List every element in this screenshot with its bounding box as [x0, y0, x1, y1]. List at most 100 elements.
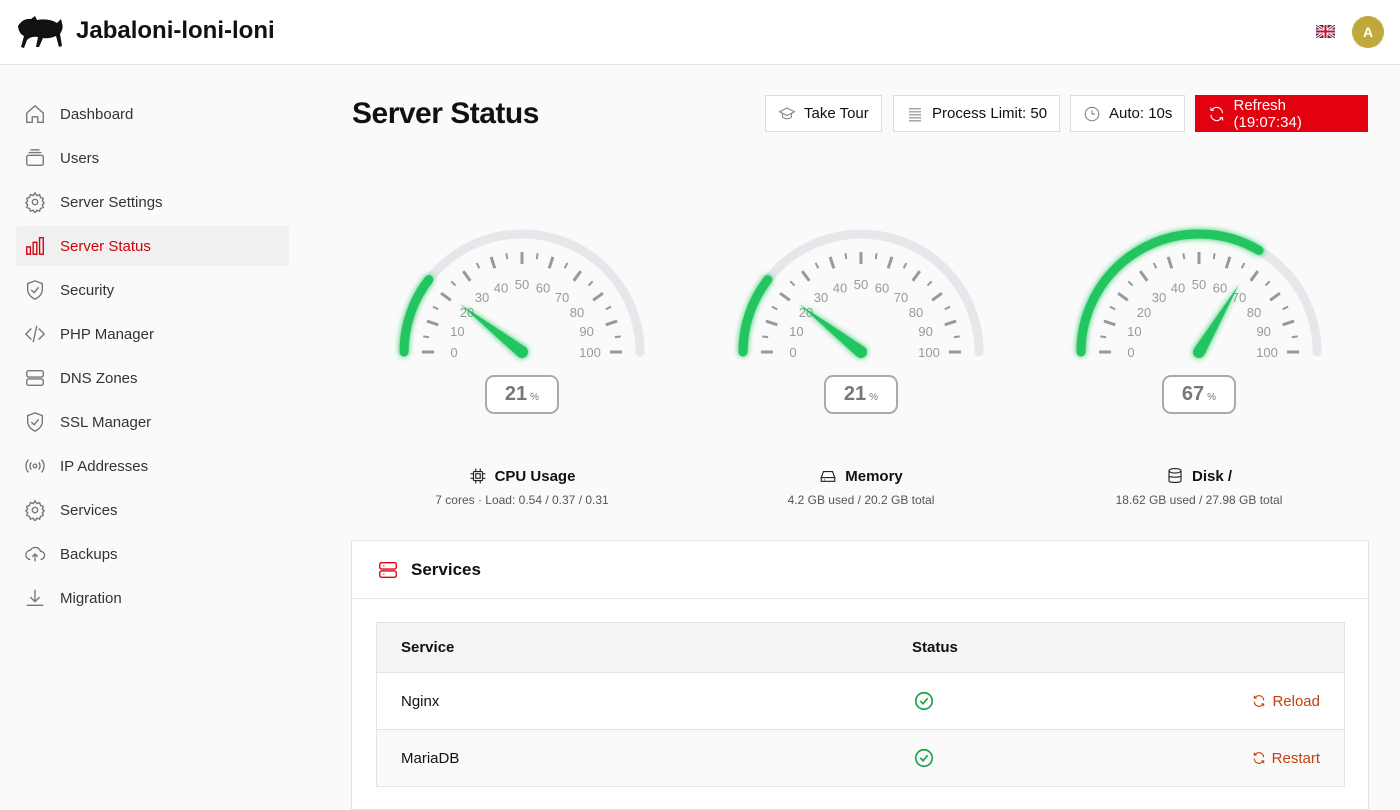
- page-title: Server Status: [352, 97, 539, 130]
- gauge-title: Memory: [845, 467, 903, 485]
- services-title: Services: [411, 559, 481, 579]
- gauge-scale-label: 30: [475, 290, 489, 305]
- sidebar-item-server-settings[interactable]: Server Settings: [16, 182, 289, 222]
- gauge-scale-label: 0: [1127, 345, 1134, 360]
- gauge-scale-label: 50: [854, 277, 868, 292]
- service-action-label: Restart: [1271, 749, 1320, 767]
- sidebar-item-label: DNS Zones: [60, 369, 138, 387]
- gauge-tick: [771, 305, 778, 311]
- gauge-scale-label: 100: [1256, 345, 1278, 360]
- uk-flag-icon[interactable]: [1316, 25, 1335, 38]
- sidebar-item-security[interactable]: Security: [16, 270, 289, 310]
- take-tour-button[interactable]: Take Tour: [765, 95, 882, 132]
- gauge-scale-label: 10: [789, 324, 803, 339]
- gauge-tick: [1264, 280, 1271, 287]
- gauge-scale-label: 30: [814, 290, 828, 305]
- sidebar-item-users[interactable]: Users: [16, 138, 289, 178]
- gauge-tick: [1117, 292, 1129, 302]
- sidebar-item-server-status[interactable]: Server Status: [16, 226, 289, 266]
- gauge-scale-label: 60: [536, 280, 550, 295]
- users-icon: [26, 149, 44, 167]
- gauge-tick: [1152, 262, 1158, 269]
- sidebar-item-ip-addresses[interactable]: IP Addresses: [16, 446, 289, 486]
- gear-icon: [24, 499, 46, 521]
- column-header-status: Status: [912, 639, 958, 656]
- gauge-value: 21%: [844, 383, 878, 405]
- gauge-tick: [1103, 319, 1116, 327]
- gauge-tick: [926, 280, 933, 287]
- auto-refresh-button[interactable]: Auto: 10s: [1070, 95, 1186, 132]
- gauge-tick: [1240, 262, 1246, 269]
- services-table: Service Status Nginx Reload MariaDB Restart: [376, 622, 1345, 787]
- server-icon: [26, 369, 44, 387]
- process-limit-button[interactable]: Process Limit: 50: [893, 95, 1061, 132]
- gauge-scale-label: 70: [894, 290, 908, 305]
- gauge-tick: [801, 270, 811, 282]
- gauge-scale-label: 90: [1256, 324, 1270, 339]
- gauge-title: CPU Usage: [494, 467, 576, 485]
- gauge-tick: [605, 305, 612, 311]
- gauge-tick: [844, 253, 848, 260]
- gauge-tick: [911, 270, 921, 282]
- gauge-scale-label: 10: [450, 324, 464, 339]
- table-header: Service Status: [377, 623, 1344, 672]
- sidebar-item-dns-zones[interactable]: DNS Zones: [16, 358, 289, 398]
- gauge-scale-label: 20: [1137, 305, 1151, 320]
- app-title[interactable]: Jabaloni-loni-loni: [76, 17, 275, 44]
- gauge-tick: [886, 256, 894, 269]
- gauge-scale-label: 60: [875, 280, 889, 295]
- gauge-tick: [489, 256, 497, 269]
- gauge-scale-label: 70: [1232, 290, 1246, 305]
- sidebar-item-ssl-manager[interactable]: SSL Manager: [16, 402, 289, 442]
- gauge-scale-label: 90: [918, 324, 932, 339]
- service-name: Nginx: [401, 692, 440, 710]
- gauge-subtitle: 4.2 GB used / 20.2 GB total: [787, 493, 935, 507]
- gauge-scale-label: 40: [494, 280, 508, 295]
- broadcast-icon: [25, 459, 45, 473]
- sidebar-item-migration[interactable]: Migration: [16, 578, 289, 618]
- hard-drive-icon: [820, 470, 836, 482]
- gauge-tick: [1109, 305, 1116, 311]
- sidebar-item-services[interactable]: Services: [16, 490, 289, 530]
- boar-logo-icon[interactable]: [15, 14, 67, 50]
- gauge-tick: [614, 335, 621, 339]
- sidebar-item-backups[interactable]: Backups: [16, 534, 289, 574]
- gauge-tick: [779, 292, 791, 302]
- services-card: Services Service Status Nginx Reload MariaD…: [351, 540, 1369, 810]
- auto-refresh-label: Auto: 10s: [1109, 105, 1173, 122]
- sidebar-item-php-manager[interactable]: PHP Manager: [16, 314, 289, 354]
- gauge-value-box: [824, 375, 898, 414]
- gauge-tick: [1269, 292, 1281, 302]
- gauge-tick: [789, 280, 796, 287]
- service-action-button[interactable]: Reload: [1252, 693, 1320, 710]
- gauge-tick: [462, 270, 472, 282]
- service-action-label: Reload: [1272, 692, 1320, 710]
- gauge-tick: [450, 280, 457, 287]
- bar-chart-icon: [26, 237, 44, 255]
- sidebar-item-label: Server Settings: [60, 193, 163, 211]
- gauge-subtitle: 18.62 GB used / 27.98 GB total: [1115, 493, 1283, 507]
- top-bar: Jabaloni-loni-loni A: [0, 0, 1400, 65]
- gauge-tick: [874, 253, 878, 260]
- gear-icon: [24, 191, 46, 213]
- gauge-tick: [547, 256, 555, 269]
- refresh-button[interactable]: Refresh (19:07:34): [1195, 95, 1368, 132]
- avatar[interactable]: A: [1352, 16, 1384, 48]
- gauge-needle: [1193, 284, 1239, 358]
- gauge-value-box: [1162, 375, 1236, 414]
- clock-icon: [1084, 106, 1100, 121]
- gauge-scale-label: 80: [909, 305, 923, 320]
- gauge-tick: [902, 262, 908, 269]
- sidebar-item-dashboard[interactable]: Dashboard: [16, 94, 289, 134]
- table-row: Nginx Reload: [377, 672, 1344, 729]
- refresh-icon: [1210, 106, 1224, 121]
- service-action-button[interactable]: Restart: [1252, 750, 1320, 767]
- sidebar-item-label: Server Status: [60, 237, 151, 255]
- sidebar-item-label: Security: [60, 281, 115, 299]
- gauge-tick: [572, 270, 582, 282]
- gauge-tick: [475, 262, 481, 269]
- gauge-tick: [1182, 253, 1186, 260]
- gauge-tick: [1212, 253, 1216, 260]
- process-limit-label: Process Limit: 50: [932, 105, 1048, 122]
